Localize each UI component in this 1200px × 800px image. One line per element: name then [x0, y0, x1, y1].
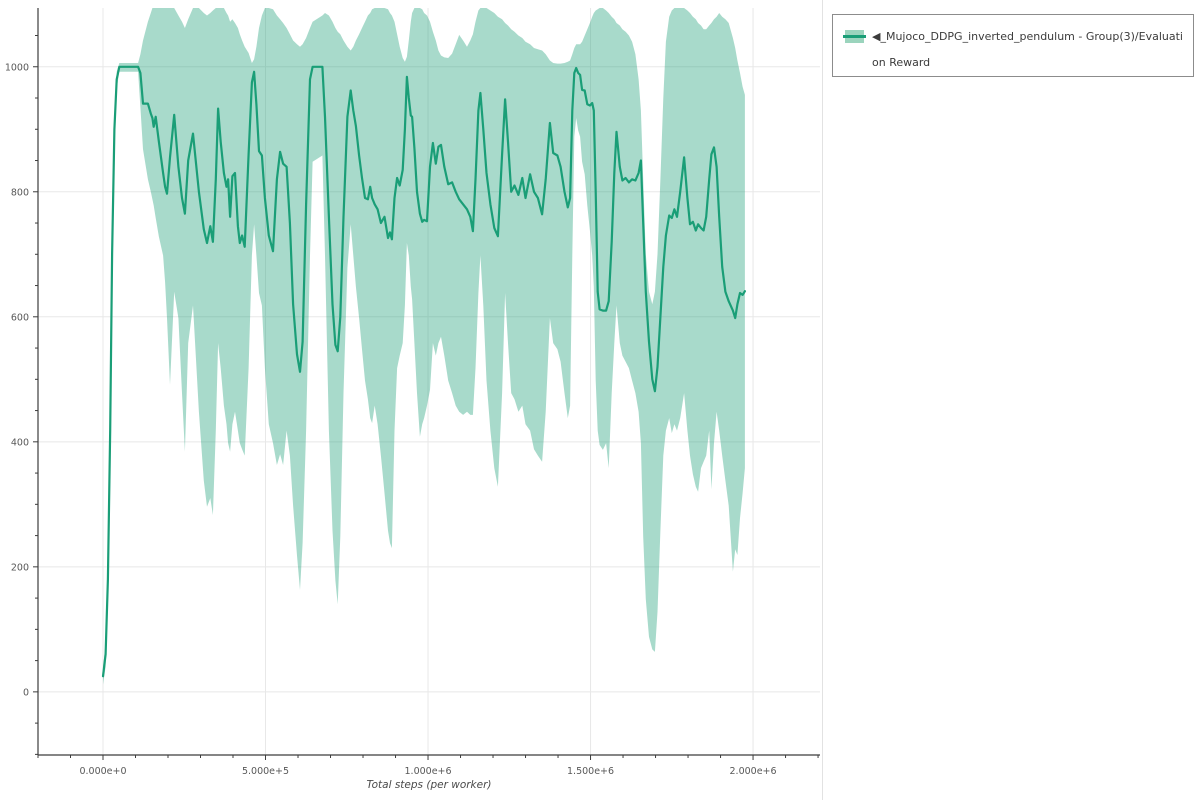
y-tick-label: 800: [11, 187, 29, 198]
x-tick-label: 1.000e+6: [405, 766, 452, 777]
x-tick-label: 1.500e+6: [567, 766, 614, 777]
x-tick-label: 5.000e+5: [242, 766, 289, 777]
legend: ◀_Mujoco_DDPG_inverted_pendulum - Group(…: [832, 14, 1194, 77]
mean-reward-line: [101, 65, 746, 678]
gridlines: [38, 8, 820, 755]
x-tick-label: 2.000e+6: [730, 766, 777, 777]
y-tick-label: 1000: [5, 62, 29, 73]
panel-divider: [822, 0, 823, 800]
x-tick-label: 0.000e+0: [79, 766, 126, 777]
legend-item[interactable]: ◀_Mujoco_DDPG_inverted_pendulum - Group(…: [843, 24, 1184, 76]
y-tick-label: 0: [23, 687, 29, 698]
y-tick-label: 200: [11, 562, 29, 573]
x-axis-title: Total steps (per worker): [366, 779, 492, 791]
series-label: ◀_Mujoco_DDPG_inverted_pendulum - Group(…: [872, 30, 1183, 69]
y-tick-label: 400: [11, 437, 29, 448]
y-tick-label: 600: [11, 312, 29, 323]
series-swatch-icon: [843, 30, 866, 43]
line-swatch-mark: [843, 35, 866, 38]
tick-labels: 0.000e+0 5.000e+5 1.000e+6 1.500e+6 2.000e+6…: [5, 62, 777, 777]
axis-ticks: [33, 35, 819, 760]
